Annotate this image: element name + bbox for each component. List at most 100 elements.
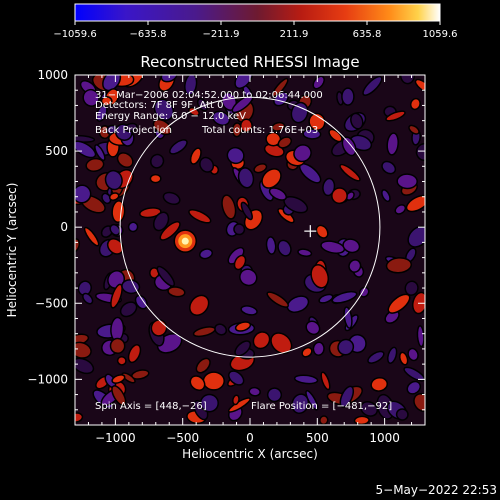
pattern-blob	[341, 136, 357, 157]
pattern-blob	[75, 357, 95, 375]
pattern-blob	[82, 292, 94, 305]
pattern-blob	[315, 224, 329, 239]
pattern-blob	[310, 264, 330, 289]
pattern-blob	[399, 75, 416, 85]
pattern-blob	[339, 385, 355, 408]
pattern-blob	[415, 142, 425, 162]
pattern-blob	[162, 191, 181, 206]
pattern-blob	[156, 265, 176, 287]
colorbar-tick-label: −211.9	[202, 29, 239, 40]
pattern-blob	[360, 400, 379, 417]
pattern-blob	[339, 163, 361, 182]
pattern-blob	[85, 157, 105, 172]
pattern-blob	[139, 207, 162, 219]
y-tick-label: −500	[35, 296, 68, 310]
pattern-blob	[83, 226, 100, 247]
pattern-blob	[350, 112, 364, 130]
pattern-blob	[331, 290, 358, 304]
x-tick-label: 500	[306, 431, 329, 445]
pattern-blob	[291, 393, 310, 415]
pattern-blob	[358, 286, 370, 298]
colorbar	[74, 3, 441, 22]
pattern-blob	[342, 238, 361, 254]
pattern-blob	[111, 374, 126, 384]
pattern-blob	[407, 347, 419, 362]
pattern-blob	[406, 380, 422, 395]
colorbar-tick-label: −635.8	[129, 29, 166, 40]
pattern-blob	[195, 357, 211, 374]
heatmap-blobs	[75, 75, 425, 425]
pattern-blob	[414, 78, 425, 93]
pattern-blob	[277, 136, 293, 149]
pattern-blob	[293, 374, 319, 385]
pattern-blob	[239, 118, 253, 133]
pattern-blob	[271, 121, 286, 132]
pattern-blob	[381, 189, 391, 203]
time-range-text: 31−Mar−2006 02:04:52.000 to 02:06:44.000	[95, 90, 323, 101]
pattern-blob	[277, 239, 292, 257]
pattern-blob	[348, 259, 362, 273]
pattern-blob	[271, 77, 289, 98]
pattern-blob	[234, 340, 252, 357]
pattern-blob	[297, 248, 313, 258]
pattern-blob	[159, 221, 181, 241]
pattern-blob	[404, 280, 419, 296]
flare-position-text: Flare Position = [−481,−92]	[251, 401, 392, 412]
detectors-text: Detectors: 7F 8F 9F, Att 0	[95, 100, 223, 111]
pattern-blob	[221, 194, 237, 220]
pattern-blob	[290, 101, 309, 124]
pattern-blob	[409, 97, 421, 111]
pattern-blob	[127, 221, 139, 233]
pattern-blob	[134, 294, 148, 310]
pattern-blob	[252, 331, 271, 350]
pattern-blob	[75, 341, 92, 359]
pattern-blob	[211, 110, 231, 126]
pattern-blob	[248, 386, 261, 397]
x-axis-label: Heliocentric X (arcsec)	[182, 447, 318, 461]
pattern-blob	[108, 192, 120, 201]
pattern-blob	[119, 301, 138, 318]
info-annotations: 31−Mar−2006 02:04:52.000 to 02:06:44.000…	[95, 90, 392, 412]
pattern-blob	[237, 167, 255, 189]
pattern-blob	[234, 321, 252, 332]
pattern-blob	[116, 152, 134, 169]
colorbar-ticks: −1059.6 −635.8 −211.9 211.9 635.8 1059.6	[53, 21, 458, 40]
pattern-blob	[413, 392, 425, 413]
footer-date: 5−May−2022 22:53	[376, 483, 498, 497]
total-counts-text: Total counts: 1.76E+03	[201, 125, 318, 136]
pattern-blob	[312, 341, 325, 356]
pattern-blob	[319, 415, 329, 425]
pattern-blob	[405, 194, 425, 213]
pattern-blob	[293, 144, 312, 163]
pattern-blob	[240, 305, 258, 316]
pattern-blob	[387, 293, 411, 314]
pattern-blob	[189, 147, 202, 165]
pattern-blob	[104, 169, 123, 191]
pattern-blob	[231, 94, 254, 114]
pattern-blob	[362, 75, 383, 96]
pattern-blob	[184, 75, 198, 96]
pattern-blob	[343, 306, 353, 329]
pattern-blob	[169, 139, 188, 155]
pattern-blob	[124, 122, 138, 133]
spin-axis-cross	[304, 225, 317, 238]
solar-disk-limb	[119, 96, 381, 358]
pattern-blob	[308, 112, 326, 132]
pattern-blob	[408, 124, 420, 135]
y-axis-label: Heliocentric Y (arcsec)	[5, 183, 19, 318]
colorbar-tick-label: 635.8	[353, 29, 382, 40]
pattern-blob	[381, 160, 397, 175]
pattern-blob	[318, 293, 334, 304]
pattern-blob	[395, 408, 409, 421]
pattern-blob	[286, 295, 310, 314]
pattern-blob	[106, 238, 124, 255]
pattern-blob	[189, 375, 206, 391]
method-text: Back Projection	[95, 125, 172, 136]
pattern-blob	[239, 268, 258, 287]
pattern-blob	[232, 394, 240, 406]
pattern-blob	[100, 96, 113, 107]
pattern-blob	[121, 372, 136, 384]
y-tick-label: 1000	[37, 68, 68, 82]
colorbar-tick-label: 211.9	[280, 29, 309, 40]
